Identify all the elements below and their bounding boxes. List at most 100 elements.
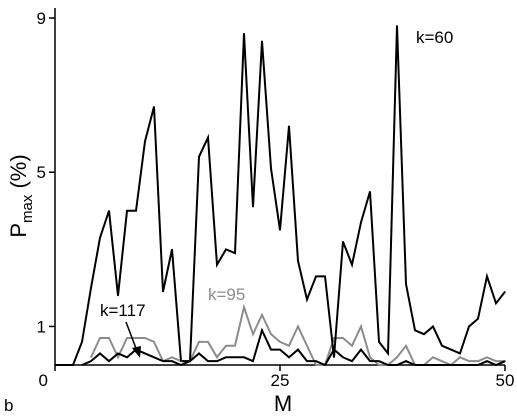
tick-labels: 0 25 50 1 5 9	[37, 9, 515, 390]
data-point-k60	[423, 333, 425, 335]
data-point-k60	[99, 237, 101, 239]
data-point-k60	[90, 287, 92, 289]
data-point-k60	[225, 248, 227, 250]
data-point-k117	[414, 364, 416, 366]
data-point-k95	[486, 356, 488, 358]
data-point-k117	[234, 356, 236, 358]
series-line-k117	[81, 327, 506, 367]
data-point-k117	[81, 364, 83, 366]
data-point-k117	[477, 364, 479, 366]
data-point-k95	[369, 356, 371, 358]
data-point-k60	[351, 264, 353, 266]
data-point-k117	[441, 364, 443, 366]
data-point-k95	[108, 337, 110, 339]
data-point-k60	[315, 275, 317, 277]
data-point-k95	[432, 356, 434, 358]
y-axis-title-unit: (%)	[6, 154, 31, 194]
data-point-k60	[504, 291, 506, 293]
data-point-k95	[315, 364, 317, 366]
data-point-k60	[63, 364, 65, 366]
data-point-k95	[144, 337, 146, 339]
data-point-k60	[126, 210, 128, 212]
data-point-k60	[477, 318, 479, 320]
data-point-k117	[504, 360, 506, 362]
data-point-k117	[117, 352, 119, 355]
y-tick-label: 9	[37, 9, 46, 28]
data-point-k117	[486, 360, 488, 362]
data-point-k60	[468, 325, 470, 328]
data-point-k95	[441, 360, 443, 362]
data-point-k95	[279, 341, 281, 343]
data-point-k117	[288, 356, 290, 358]
data-point-k60	[297, 260, 299, 262]
data-point-k95	[207, 341, 209, 343]
data-point-k117	[270, 348, 272, 351]
data-point-k60	[270, 167, 272, 169]
data-point-k95	[252, 333, 254, 335]
data-points	[54, 25, 506, 366]
data-point-k95	[216, 356, 218, 358]
data-point-k117	[450, 364, 452, 366]
panel-label: b	[4, 396, 13, 415]
data-point-k117	[180, 364, 182, 366]
data-point-k117	[378, 360, 380, 362]
data-point-k117	[243, 356, 245, 358]
data-point-k60	[81, 341, 83, 343]
y-axis-title-main: P	[6, 223, 31, 238]
data-point-k60	[171, 248, 173, 250]
data-point-k95	[225, 345, 227, 347]
data-point-k60	[243, 32, 245, 35]
data-point-k95	[243, 306, 245, 308]
data-point-k60	[486, 275, 488, 277]
data-point-k117	[261, 329, 263, 331]
data-point-k60	[378, 341, 380, 343]
data-point-k60	[144, 140, 146, 142]
data-point-k95	[378, 364, 380, 366]
data-point-k117	[225, 356, 227, 358]
data-point-k60	[72, 364, 74, 366]
data-point-k117	[144, 352, 146, 355]
data-point-k95	[333, 337, 335, 339]
data-point-k95	[459, 356, 461, 358]
data-point-k117	[99, 352, 101, 355]
data-point-k95	[234, 345, 236, 347]
data-point-k95	[288, 345, 290, 347]
data-point-k95	[306, 345, 308, 347]
annotation-k60: k=60	[416, 28, 453, 47]
data-point-k117	[108, 360, 110, 362]
x-tick-label: 25	[271, 371, 290, 390]
data-point-k117	[153, 356, 155, 358]
annotation-k95: k=95	[208, 285, 245, 304]
data-point-k60	[495, 302, 497, 304]
data-point-k95	[117, 356, 119, 358]
data-point-k117	[432, 364, 434, 366]
data-point-k117	[162, 360, 164, 362]
data-point-k95	[90, 356, 92, 358]
x-tick-label: 50	[496, 371, 515, 390]
y-axis-title-subscript: max	[19, 194, 36, 223]
data-point-k117	[468, 364, 470, 366]
data-point-k117	[369, 360, 371, 362]
annotation-k117-arrow-shaft	[125, 321, 138, 352]
data-point-k95	[360, 325, 362, 328]
data-point-k60	[342, 241, 344, 243]
y-tick-label: 5	[37, 163, 46, 182]
data-point-k60	[162, 291, 164, 293]
data-point-k117	[495, 364, 497, 366]
data-point-k60	[198, 156, 200, 158]
data-point-k60	[288, 125, 290, 127]
data-point-k117	[126, 356, 128, 358]
data-point-k117	[252, 360, 254, 362]
data-point-k117	[360, 348, 362, 351]
data-point-k117	[306, 360, 308, 362]
data-point-k60	[261, 40, 263, 42]
data-point-k60	[279, 229, 281, 231]
data-point-k60	[459, 352, 461, 355]
data-point-k60	[387, 352, 389, 355]
data-point-k60	[135, 210, 137, 212]
y-axis-title: Pmax (%)	[6, 154, 36, 237]
data-point-k117	[459, 364, 461, 366]
data-point-k117	[342, 356, 344, 358]
data-point-k60	[369, 190, 371, 193]
data-point-k60	[432, 325, 434, 328]
